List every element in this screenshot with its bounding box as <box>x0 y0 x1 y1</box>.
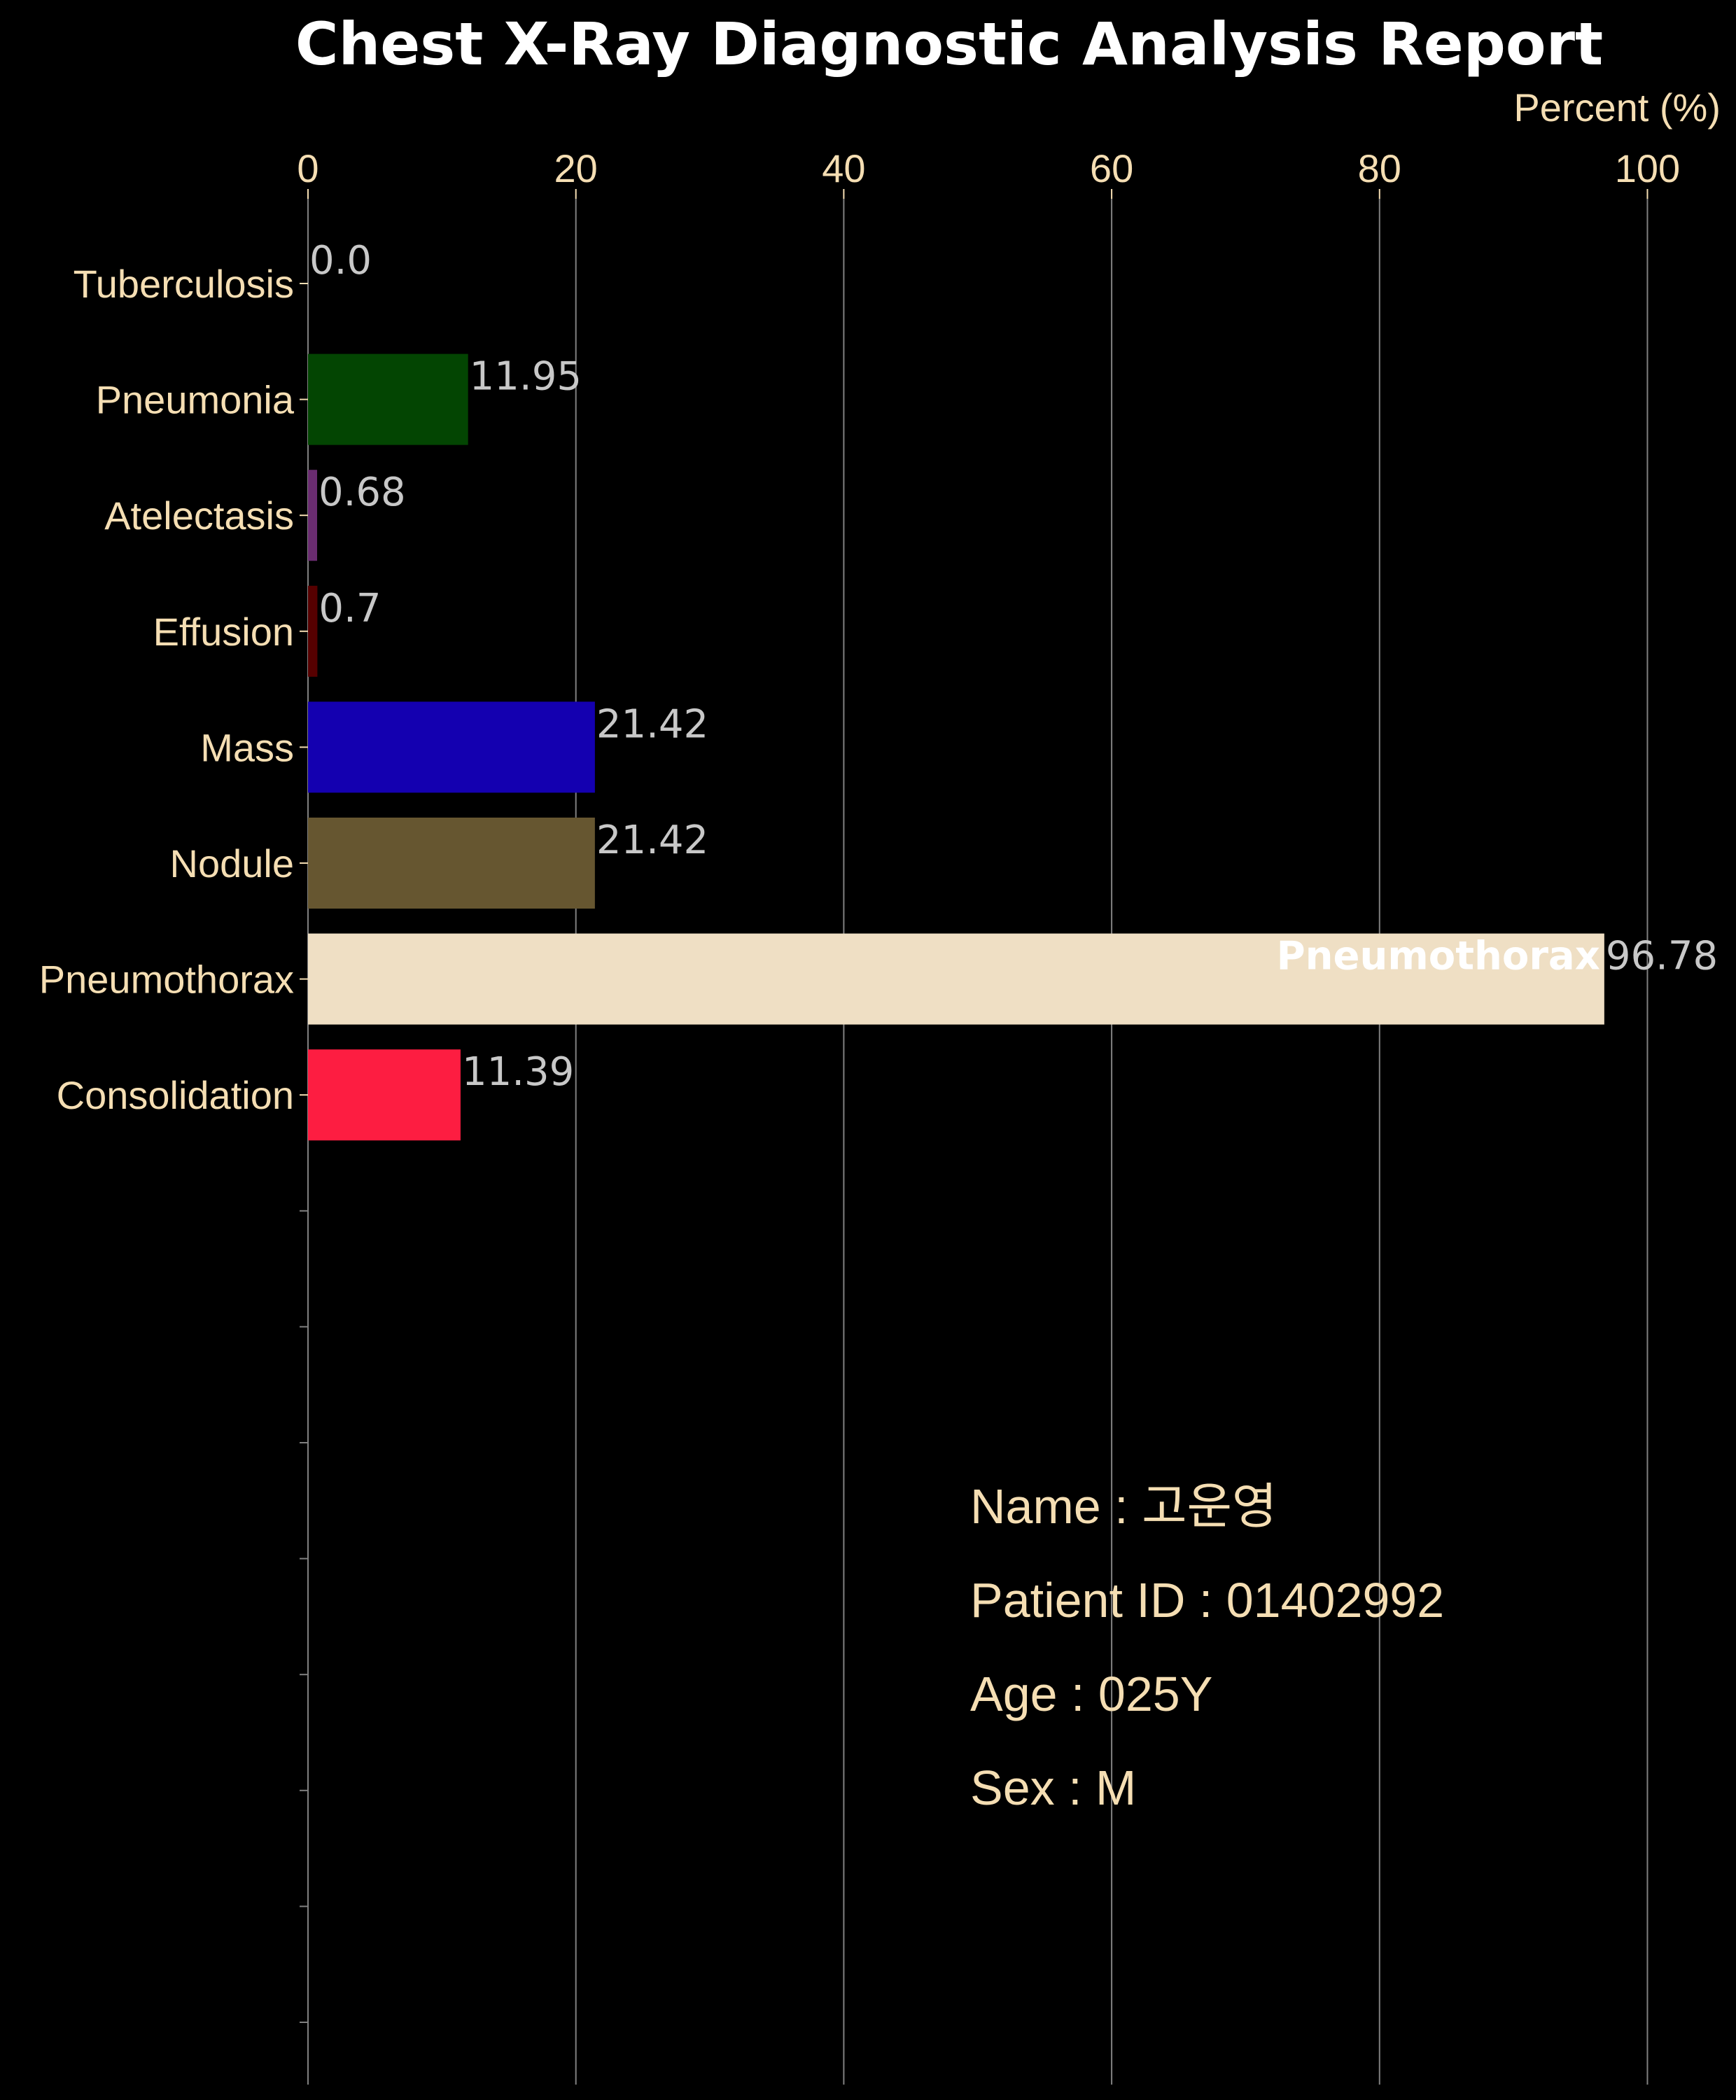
patient-name: Name : 고운영 <box>970 1479 1277 1534</box>
value-label-atelectasis: 0.68 <box>318 470 406 515</box>
x-tick-label-60: 60 <box>1090 146 1133 190</box>
value-label-nodule: 21.42 <box>596 818 708 863</box>
bar-consolidation <box>308 1049 461 1141</box>
value-label-consolidation: 11.39 <box>462 1049 574 1095</box>
x-axis-ticks: 0 20 40 60 80 100 <box>297 146 1680 199</box>
value-label-tuberculosis: 0.0 <box>309 238 372 284</box>
bar-effusion <box>308 585 318 677</box>
x-tick-label-80: 80 <box>1358 146 1401 190</box>
y-tick-label-tuberculosis: Tuberculosis <box>74 262 294 306</box>
x-tick-label-20: 20 <box>554 146 598 190</box>
value-labels: 0.0 11.95 0.68 0.7 21.42 21.42 96.78Pneumothor… <box>309 238 1718 1095</box>
value-label-pneumothorax: 96.78 <box>1606 934 1718 979</box>
bar-pneumonia <box>308 354 468 445</box>
highlight-label-pneumothorax: Pneumothorax <box>1277 934 1600 979</box>
x-tick-label-40: 40 <box>822 146 865 190</box>
gridlines <box>307 199 1648 2085</box>
x-tick-label-0: 0 <box>297 146 318 190</box>
bar-nodule <box>308 818 595 909</box>
y-tick-label-pneumonia: Pneumonia <box>96 378 295 422</box>
patient-info: Name : 고운영 Patient ID : 01402992 Age : 0… <box>970 1479 1444 1815</box>
y-tick-label-nodule: Nodule <box>170 841 294 886</box>
chart-title: Chest X-Ray Diagnostic Analysis Report <box>295 10 1603 78</box>
value-label-pneumonia: 11.95 <box>470 354 582 400</box>
y-tick-label-mass: Mass <box>200 725 294 769</box>
bar-atelectasis <box>308 470 318 561</box>
y-tick-label-pneumothorax: Pneumothorax <box>39 958 294 1002</box>
patient-id: Patient ID : 01402992 <box>970 1573 1444 1628</box>
bars <box>308 354 1604 1141</box>
value-label-mass: 21.42 <box>596 701 708 747</box>
patient-sex: Sex : M <box>970 1760 1136 1815</box>
x-axis-label: Percent (%) <box>1513 85 1721 130</box>
y-tick-label-consolidation: Consolidation <box>57 1073 294 1117</box>
value-label-effusion: 0.7 <box>318 586 381 631</box>
y-tick-label-atelectasis: Atelectasis <box>104 493 294 538</box>
y-tick-label-effusion: Effusion <box>153 610 294 654</box>
bar-pneumothorax <box>308 933 1604 1025</box>
y-axis-ticks: Tuberculosis Pneumonia Atelectasis Effusion… <box>39 262 308 2023</box>
patient-age: Age : 025Y <box>970 1667 1212 1721</box>
x-tick-label-100: 100 <box>1615 146 1680 190</box>
bar-mass <box>308 701 595 793</box>
